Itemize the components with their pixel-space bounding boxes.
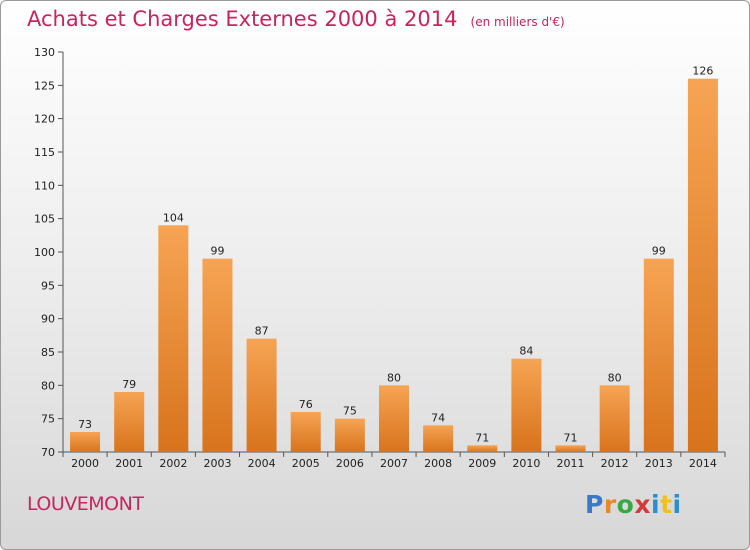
bar <box>511 358 542 452</box>
y-tick-label: 85 <box>41 346 55 359</box>
x-tick-label: 2006 <box>336 457 364 470</box>
bar-value-label: 79 <box>122 378 136 391</box>
x-tick-label: 2002 <box>159 457 187 470</box>
bar-value-label: 71 <box>475 431 489 444</box>
y-tick-label: 115 <box>34 146 55 159</box>
bar <box>599 385 630 452</box>
bar <box>467 445 498 452</box>
chart-title: Achats et Charges Externes 2000 à 2014 <box>27 7 458 31</box>
bar <box>334 418 365 452</box>
bar <box>555 445 586 452</box>
bar-value-label: 84 <box>519 345 533 358</box>
y-tick-label: 80 <box>41 379 55 392</box>
bar-value-label: 126 <box>692 65 713 78</box>
x-tick-label: 2009 <box>468 457 496 470</box>
bar-value-label: 76 <box>299 398 313 411</box>
chart-subtitle: (en milliers d'€) <box>470 15 565 29</box>
logo-letter: i <box>672 490 682 519</box>
bar <box>687 78 718 453</box>
y-tick-label: 90 <box>41 313 55 326</box>
logo-letter: t <box>660 490 673 519</box>
bar-value-label: 75 <box>343 405 357 418</box>
chart-bars <box>70 78 718 453</box>
logo-letter: x <box>634 490 651 519</box>
bar-value-label: 80 <box>608 371 622 384</box>
bar <box>290 412 321 452</box>
logo-letter: i <box>651 490 661 519</box>
y-tick-label: 100 <box>34 246 55 259</box>
bar <box>423 425 454 452</box>
x-tick-label: 2005 <box>292 457 320 470</box>
bar-value-label: 71 <box>564 431 578 444</box>
chart-axes: 70 75 80 85 90 95 100 105 110 115 120 125 130 2000 200… <box>34 46 726 470</box>
y-tick-label: 110 <box>34 179 55 192</box>
proxiti-logo: Proxiti <box>585 490 682 519</box>
bar-value-label: 80 <box>387 371 401 384</box>
bar-value-label: 99 <box>652 245 666 258</box>
x-tick-label: 2008 <box>424 457 452 470</box>
bar <box>158 225 189 452</box>
x-tick-label: 2003 <box>203 457 231 470</box>
bar-value-label: 99 <box>210 245 224 258</box>
x-tick-label: 2014 <box>689 457 717 470</box>
bar-value-label: 104 <box>163 211 184 224</box>
logo-letter: P <box>585 490 604 519</box>
bar <box>114 392 145 452</box>
bar <box>70 432 101 452</box>
x-tick-label: 2001 <box>115 457 143 470</box>
bar <box>246 338 277 452</box>
x-tick-label: 2004 <box>248 457 276 470</box>
x-tick-label: 2010 <box>512 457 540 470</box>
bar <box>202 258 233 452</box>
y-tick-label: 105 <box>34 213 55 226</box>
y-tick-label: 70 <box>41 446 55 459</box>
x-tick-label: 2013 <box>645 457 673 470</box>
logo-letter: o <box>616 490 635 519</box>
x-tick-label: 2007 <box>380 457 408 470</box>
bar <box>379 385 409 452</box>
bar-value-label: 73 <box>78 418 92 431</box>
chart-title-block: Achats et Charges Externes 2000 à 2014 (… <box>27 7 565 31</box>
y-tick-label: 125 <box>34 79 55 92</box>
bar-value-label: 74 <box>431 411 445 424</box>
chart-value-labels: 73 79 104 99 87 76 75 80 74 71 84 71 80 99 126 <box>78 65 713 445</box>
y-tick-label: 95 <box>41 279 55 292</box>
y-tick-label: 75 <box>41 413 55 426</box>
x-tick-label: 2011 <box>557 457 585 470</box>
y-tick-label: 120 <box>34 113 55 126</box>
y-tick-label: 130 <box>34 46 55 59</box>
bar-value-label: 87 <box>255 325 269 338</box>
logo-letter: r <box>603 490 617 519</box>
place-name: LOUVEMONT <box>27 493 144 515</box>
x-tick-label: 2000 <box>71 457 99 470</box>
x-tick-label: 2012 <box>601 457 629 470</box>
bar <box>643 258 674 452</box>
